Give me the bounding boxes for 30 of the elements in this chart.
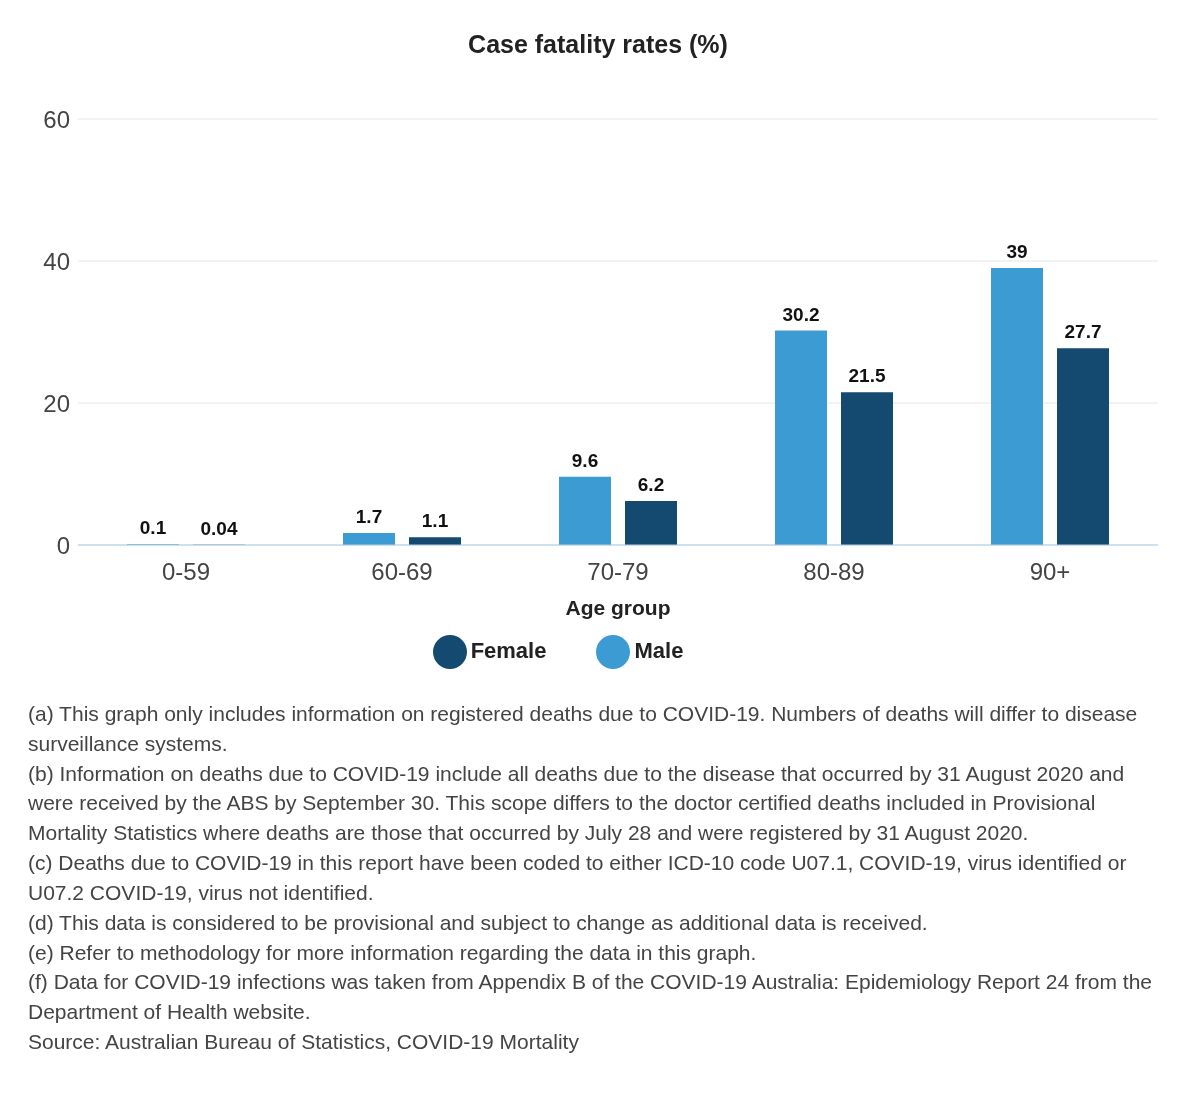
source-note: Source: Australian Bureau of Statistics, COVID-19 Mortality <box>28 1028 580 1055</box>
data-label: 27.7 <box>1064 321 1102 343</box>
data-label: 9.6 <box>571 449 599 471</box>
data-label: 0.1 <box>139 517 167 539</box>
text: (f) Data for COVID-19 infections was taken from Appendix B of the COVID-19 Australia: Epidemiology Report 24 from the Department of Health website. <box>28 969 1153 1026</box>
text: (b) Information on deaths due to COVID-19 include all deaths due to the disease that occurred by 31 August 2020 and were received by the ABS by September 30. This scope differs to the doctor certified deaths included in Provisional Mortality Statistics where deaths are those that occurred by July 28 and were registered by 31 August 2020. <box>28 760 1126 847</box>
chart-title: Case fatality rates (%) <box>467 29 729 59</box>
text: (a) This graph only includes information on registered deaths due to COVID-19. Numbers of deaths will differ to disease surveillance systems. <box>28 701 1139 757</box>
data-label: 6.2 <box>637 473 665 495</box>
text: (e) Refer to methodology for more information regarding the data in this graph. <box>28 939 758 966</box>
text: (c) Deaths due to COVID-19 in this report have been coded to either ICD-10 code U07.1, COVID-19, virus identified or U07.2 COVID-19, virus not identified. <box>28 850 1128 906</box>
data-label: 1.7 <box>355 505 383 527</box>
x-axis-title: Age group <box>565 596 671 619</box>
y-tick-label: 60 <box>43 105 70 133</box>
legend-label: Male <box>634 637 684 663</box>
legend-label: Female <box>470 637 547 663</box>
y-tick-label: 40 <box>43 247 70 275</box>
x-tick-label: 60-69 <box>371 558 433 586</box>
data-label: 30.2 <box>782 303 820 325</box>
data-label: 0.04 <box>200 517 238 539</box>
text: (d) This data is considered to be provisional and subject to change as additional data is received. <box>28 909 929 936</box>
data-label: 21.5 <box>848 365 886 387</box>
x-tick-label: 0-59 <box>161 558 211 586</box>
x-tick-label: 70-79 <box>587 558 649 586</box>
y-tick-label: 0 <box>56 531 70 559</box>
x-tick-label: 90+ <box>1029 558 1071 586</box>
data-label: 1.1 <box>421 510 449 532</box>
x-tick-label: 80-89 <box>803 558 865 586</box>
y-tick-label: 20 <box>43 389 70 417</box>
data-label: 39 <box>1006 241 1028 263</box>
